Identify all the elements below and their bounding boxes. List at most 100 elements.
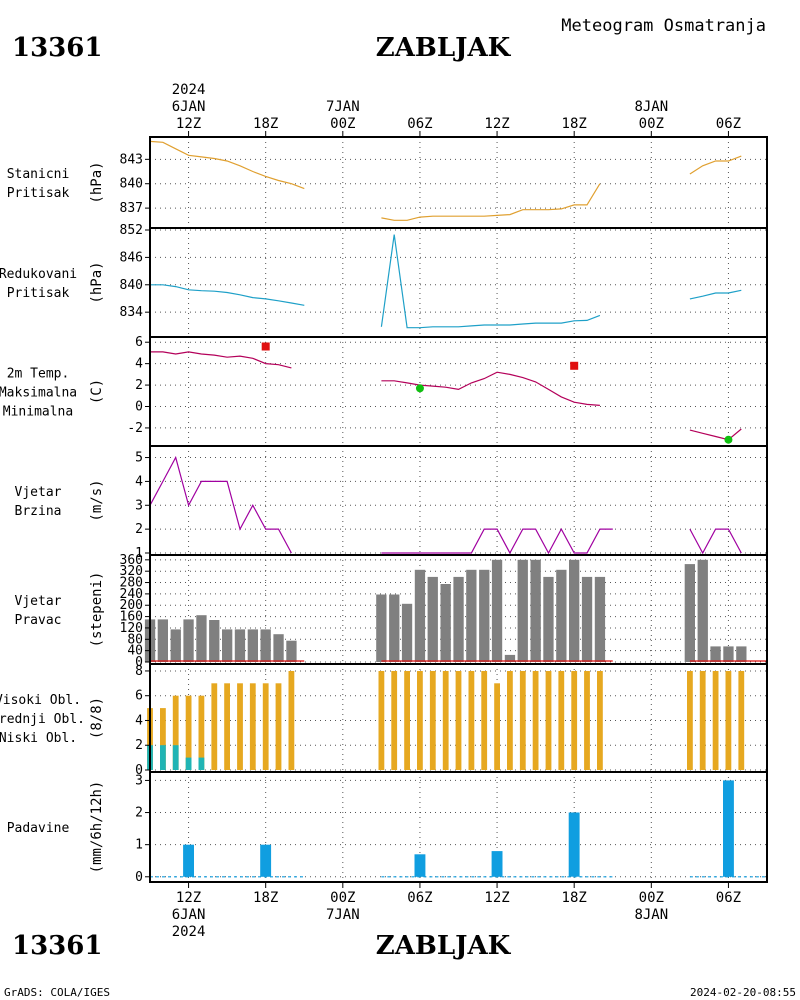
legend-label: Stanicni	[7, 167, 70, 182]
wind-direction-bar	[427, 576, 438, 662]
credit-text: GrADS: COLA/IGES	[4, 986, 110, 999]
y-tick-label: 837	[120, 201, 143, 216]
clouds-bar	[584, 671, 590, 770]
y-tick-label: 2	[135, 806, 143, 821]
clouds-bar	[468, 671, 475, 770]
bottom-tick-label: 12Z	[176, 890, 201, 906]
wind-direction-bar	[697, 559, 708, 662]
wind-direction-bar	[736, 646, 747, 662]
station-pressure-line-0	[149, 140, 305, 190]
wind-speed-line-0	[149, 455, 292, 554]
legend-label: Maksimalna	[0, 386, 77, 401]
legend-label: Pritisak	[7, 186, 70, 201]
precipitation-bar	[491, 851, 503, 877]
y-tick-label: 0	[135, 763, 143, 778]
wind-direction-bar	[170, 629, 181, 662]
wind-direction-bar	[517, 559, 528, 662]
top-tick-label: 18Z	[562, 116, 587, 132]
y-axis-label: (C)	[89, 379, 105, 404]
top-tick-label: 2024	[172, 82, 206, 98]
wind-direction-bar	[581, 576, 593, 662]
clouds-bar	[249, 683, 256, 770]
y-axis-label: (stepeni)	[89, 572, 105, 648]
y-tick-label: 6	[135, 335, 143, 350]
top-tick-label: 12Z	[484, 116, 509, 132]
legend-label: Vjetar	[15, 594, 62, 609]
wind-direction-bar	[556, 569, 567, 662]
clouds-bar	[571, 671, 578, 770]
wind-direction-bar	[440, 584, 451, 662]
product-title: Meteogram Osmatranja	[561, 16, 766, 36]
top-tick-label: 00Z	[330, 116, 355, 132]
wind-direction-bar	[209, 620, 220, 662]
bottom-tick-label: 6JAN	[172, 907, 206, 923]
clouds-bar	[494, 683, 500, 770]
reduced-pressure-line-2	[689, 289, 742, 300]
bottom-tick-label: 12Z	[484, 890, 509, 906]
clouds-bar	[185, 695, 192, 770]
y-tick-label: 2	[135, 738, 143, 753]
legend-label: Minimalna	[3, 405, 73, 420]
clouds-bar	[211, 683, 218, 770]
y-tick-label: 0	[135, 400, 143, 415]
reduced-pressure-line-0	[150, 284, 305, 306]
clouds-bar	[558, 671, 565, 770]
y-axis-label: (hPa)	[89, 161, 105, 203]
top-tick-label: 6JAN	[172, 99, 206, 115]
clouds-bar	[417, 671, 423, 770]
clouds-bar	[507, 671, 513, 770]
precipitation-bar	[723, 780, 734, 877]
clouds-bar	[198, 695, 205, 770]
panel-precipitation: 0 1 2 3 (mm/6h/12h) Padavine	[7, 771, 768, 885]
y-tick-label: 80	[127, 632, 143, 647]
wind-direction-bar	[247, 629, 258, 662]
legend-label: Srednji Obl.	[0, 712, 85, 727]
wind-direction-bar	[491, 559, 503, 662]
station-pressure-line-2	[689, 155, 742, 175]
clouds-bar	[404, 671, 410, 770]
wind-direction-bar	[401, 603, 413, 662]
clouds-bar	[738, 671, 745, 770]
wind-direction-bar	[260, 629, 271, 662]
clouds-bar	[442, 671, 449, 770]
bottom-tick-label: 18Z	[562, 890, 587, 906]
clouds-bar	[519, 671, 526, 770]
y-axis-label: (mm/6h/12h)	[89, 781, 105, 874]
clouds-bar	[391, 671, 398, 770]
wind-direction-bar	[569, 559, 580, 662]
y-tick-label: 1	[135, 838, 143, 853]
y-tick-label: 5	[135, 451, 143, 466]
panel-clouds: 0 2 4 6 8 (8/8) Visoki Obl. Srednji Obl. Niski O…	[0, 663, 768, 778]
y-tick-label: 1	[135, 546, 143, 561]
y-tick-label: 8	[135, 664, 143, 679]
clouds-bar	[172, 745, 179, 770]
y-tick-label: 280	[120, 576, 143, 591]
wind-direction-bar	[273, 634, 284, 662]
wind-direction-bar	[479, 569, 490, 662]
wind-direction-bar	[723, 646, 734, 662]
y-tick-label: 840	[120, 278, 143, 293]
y-tick-label: 6	[135, 689, 143, 704]
wind-direction-bar	[684, 564, 695, 662]
top-tick-label: 8JAN	[634, 99, 668, 115]
y-tick-label: 0	[135, 870, 143, 885]
precipitation-bar	[414, 854, 426, 877]
top-tick-label: 18Z	[253, 116, 278, 132]
clouds-bar	[545, 671, 552, 770]
panel-station-pressure: 837 840 843 (hPa) Stanicni Pritisak	[7, 136, 768, 229]
panel-temperature: -2 0 2 4 6 (C) 2m Temp. Maksimalna Minimalna	[0, 335, 768, 447]
panel-wind-speed: 1 2 3 4 5 (m/s) Vjetar Brzina	[15, 445, 768, 561]
clouds-bar	[160, 745, 166, 770]
panel-frame	[149, 771, 768, 883]
y-tick-label: -2	[127, 421, 143, 436]
station-id-top: 13361	[12, 33, 102, 63]
clouds-bar	[224, 683, 230, 770]
clouds-bar	[160, 708, 166, 770]
temperature-line-0	[150, 351, 292, 369]
clouds-bar	[532, 671, 539, 770]
clouds-bar	[455, 671, 462, 770]
y-tick-label: 846	[120, 250, 143, 265]
top-tick-label: 00Z	[639, 116, 664, 132]
bottom-tick-label: 06Z	[407, 890, 432, 906]
